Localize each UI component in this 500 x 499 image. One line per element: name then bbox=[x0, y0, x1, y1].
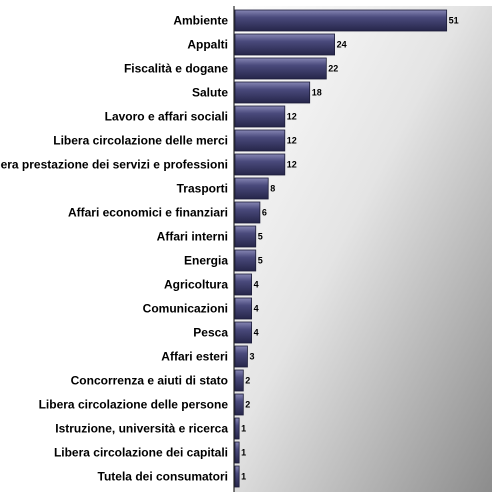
value-label: 3 bbox=[249, 352, 254, 362]
category-label: Affari interni bbox=[157, 230, 228, 244]
bar bbox=[234, 105, 286, 128]
category-label: Energia bbox=[184, 254, 228, 268]
value-label: 22 bbox=[328, 64, 338, 74]
category-label: Libera circolazione dei capitali bbox=[54, 446, 228, 460]
value-label: 1 bbox=[241, 448, 246, 458]
value-label: 4 bbox=[254, 304, 259, 314]
bar bbox=[234, 465, 240, 488]
bar bbox=[234, 81, 311, 104]
value-label: 12 bbox=[287, 160, 297, 170]
value-label: 4 bbox=[254, 280, 259, 290]
bar bbox=[234, 249, 257, 272]
category-label: Fiscalità e dogane bbox=[124, 62, 228, 76]
bar bbox=[234, 33, 335, 56]
category-label: Concorrenza e aiuti di stato bbox=[71, 374, 228, 388]
value-label: 51 bbox=[449, 16, 459, 26]
category-label: Affari esteri bbox=[161, 350, 228, 364]
bar bbox=[234, 369, 244, 392]
bar bbox=[234, 417, 240, 440]
category-label: Tutela dei consumatori bbox=[98, 470, 228, 484]
category-label: Istruzione, università e ricerca bbox=[55, 422, 228, 436]
bar bbox=[234, 393, 244, 416]
bar bbox=[234, 177, 269, 200]
value-label: 5 bbox=[258, 256, 263, 266]
value-label: 1 bbox=[241, 472, 246, 482]
bar bbox=[234, 441, 240, 464]
bar bbox=[234, 345, 248, 368]
category-label: Lavoro e affari sociali bbox=[105, 110, 228, 124]
category-labels: Ambiente Appalti Fiscalità e dogane Salute L… bbox=[0, 14, 228, 484]
value-label: 5 bbox=[258, 232, 263, 242]
category-label: Affari economici e finanziari bbox=[68, 206, 228, 220]
bar bbox=[234, 273, 253, 296]
category-label: Comunicazioni bbox=[143, 302, 228, 316]
bar bbox=[234, 201, 261, 224]
bar bbox=[234, 57, 327, 80]
value-label: 12 bbox=[287, 112, 297, 122]
value-label: 8 bbox=[270, 184, 275, 194]
bar bbox=[234, 153, 286, 176]
bar bbox=[234, 321, 253, 344]
value-label: 4 bbox=[254, 328, 259, 338]
value-label: 18 bbox=[312, 88, 322, 98]
value-label: 2 bbox=[245, 376, 250, 386]
category-label: Trasporti bbox=[177, 182, 228, 196]
value-label: 2 bbox=[245, 400, 250, 410]
bar bbox=[234, 129, 286, 152]
value-label: 1 bbox=[241, 424, 246, 434]
bar bbox=[234, 297, 253, 320]
category-label: Appalti bbox=[187, 38, 228, 52]
category-label: Agricoltura bbox=[164, 278, 228, 292]
bars bbox=[234, 9, 448, 488]
category-label: Salute bbox=[192, 86, 228, 100]
category-label: Pesca bbox=[193, 326, 228, 340]
bar bbox=[234, 9, 448, 32]
category-label: Libera circolazione delle persone bbox=[39, 398, 229, 412]
bar bbox=[234, 225, 257, 248]
value-label: 24 bbox=[337, 40, 347, 50]
value-label: 12 bbox=[287, 136, 297, 146]
category-label: Libera circolazione delle merci bbox=[53, 134, 228, 148]
category-label: Libera prestazione dei servizi e profess… bbox=[0, 158, 228, 172]
category-label: Ambiente bbox=[173, 14, 228, 28]
value-label: 6 bbox=[262, 208, 267, 218]
